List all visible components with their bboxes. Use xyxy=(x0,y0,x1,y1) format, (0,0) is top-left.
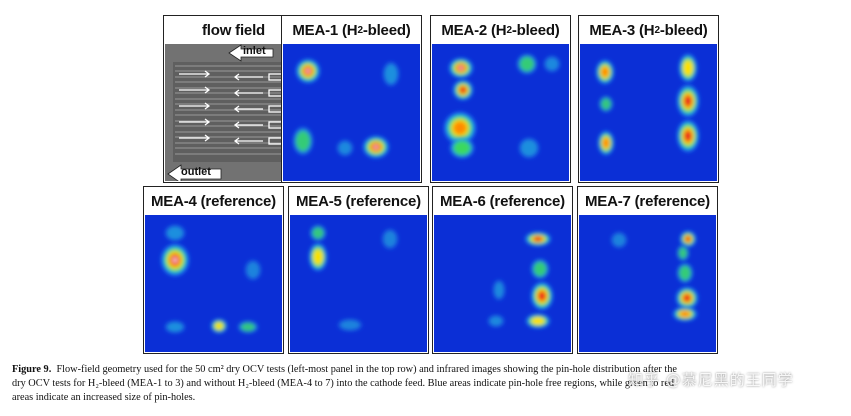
ir-heatmap xyxy=(145,215,282,352)
hot-spot xyxy=(165,225,185,241)
panel-title: MEA-6 (reference) xyxy=(440,192,565,210)
ir-heatmap xyxy=(432,44,569,181)
figure-caption: Figure 9. Flow-field geometry used for t… xyxy=(12,363,840,405)
hot-spot xyxy=(677,263,693,283)
ir-heatmap xyxy=(579,215,716,352)
panel-mea-3: MEA-3 (H 2 -bleed) xyxy=(578,15,719,183)
panel-title: MEA-5 (reference) xyxy=(296,192,421,210)
hot-spot xyxy=(382,229,398,249)
hot-spot xyxy=(310,225,326,241)
ir-heatmap xyxy=(580,44,717,181)
hot-spot xyxy=(611,232,627,248)
hot-spot xyxy=(531,259,549,279)
ir-heatmap xyxy=(434,215,571,352)
hot-spot xyxy=(165,321,185,333)
hot-spot xyxy=(526,314,550,328)
hot-spot xyxy=(293,127,313,155)
hot-spot xyxy=(598,131,614,155)
ir-image-mea-6 xyxy=(434,215,571,352)
outlet-label: outlet xyxy=(181,166,211,178)
hot-spot xyxy=(211,319,227,333)
caption-line-2: dry OCV tests for H₂-bleed (MEA-1 to 3) … xyxy=(12,378,675,389)
ir-heatmap xyxy=(290,215,427,352)
hot-spot xyxy=(338,319,362,331)
ir-background xyxy=(579,215,716,352)
hot-spot xyxy=(519,138,539,158)
hot-spot xyxy=(337,140,353,156)
hot-spot xyxy=(296,59,320,83)
hot-spot xyxy=(363,136,389,158)
hot-spot xyxy=(309,243,327,271)
inlet-label: inlet xyxy=(243,45,266,57)
hot-spot xyxy=(444,112,476,144)
panel-mea-1: MEA-1 (H 2 -bleed) xyxy=(281,15,422,183)
hot-spot xyxy=(450,138,474,158)
title-post: -bleed) xyxy=(659,21,708,39)
ir-image-mea-4 xyxy=(145,215,282,352)
flow-field-schematic: inlet outlet xyxy=(165,44,302,181)
panel-title: MEA-1 (H 2 -bleed) xyxy=(282,16,421,44)
ir-heatmap xyxy=(283,44,420,181)
hot-spot xyxy=(525,232,551,246)
flow-field-drawing xyxy=(165,44,302,181)
panel-mea-7: MEA-7 (reference) xyxy=(577,186,718,354)
panel-mea-2: MEA-2 (H 2 -bleed) xyxy=(430,15,571,183)
ir-image-mea-5 xyxy=(290,215,427,352)
caption-line-1: Figure 9. Flow-field geometry used for t… xyxy=(12,363,840,377)
hot-spot xyxy=(676,287,698,309)
ir-image-mea-7 xyxy=(579,215,716,352)
panel-mea-5: MEA-5 (reference) xyxy=(288,186,429,354)
hot-spot xyxy=(493,280,505,300)
hot-spot xyxy=(679,54,697,82)
hot-spot xyxy=(599,96,613,112)
caption-line-3: areas indicate an increased size of pin-… xyxy=(12,392,196,403)
hot-spot xyxy=(161,244,189,276)
hot-spot xyxy=(453,80,473,100)
hot-spot xyxy=(238,321,258,333)
caption-text-1: Flow-field geometry used for the 50 cm² … xyxy=(56,364,678,375)
title-sub: 2 xyxy=(654,24,660,36)
title-sub: 2 xyxy=(506,24,512,36)
hot-spot xyxy=(383,62,399,86)
inlet-arrow xyxy=(228,44,274,62)
ir-image-mea-1 xyxy=(283,44,420,181)
title-post: -bleed) xyxy=(511,21,560,39)
panel-title: MEA-7 (reference) xyxy=(585,192,710,210)
hot-spot xyxy=(677,85,699,117)
panel-mea-4: MEA-4 (reference) xyxy=(143,186,284,354)
hot-spot xyxy=(677,245,689,261)
title-sub: 2 xyxy=(357,24,363,36)
hot-spot xyxy=(517,54,537,74)
hot-spot xyxy=(245,260,261,280)
title-pre: MEA-3 (H xyxy=(589,21,655,39)
ir-image-mea-2 xyxy=(432,44,569,181)
ir-image-mea-3 xyxy=(580,44,717,181)
title-post: -bleed) xyxy=(362,21,411,39)
panel-title: flow field xyxy=(202,21,265,39)
title-pre: MEA-2 (H xyxy=(441,21,507,39)
title-pre: MEA-1 (H xyxy=(292,21,358,39)
panel-title: MEA-4 (reference) xyxy=(151,192,276,210)
hot-spot xyxy=(677,120,699,152)
panel-title: MEA-3 (H 2 -bleed) xyxy=(579,16,718,44)
hot-spot xyxy=(596,60,614,84)
outlet-arrow xyxy=(167,164,222,181)
caption-label: Figure 9. xyxy=(12,364,52,375)
panel-flow-field: flow field xyxy=(163,15,304,183)
panel-title: MEA-2 (H 2 -bleed) xyxy=(431,16,570,44)
panel-mea-6: MEA-6 (reference) xyxy=(432,186,573,354)
hot-spot xyxy=(449,58,473,78)
hot-spot xyxy=(488,315,504,327)
hot-spot xyxy=(680,231,696,247)
hot-spot xyxy=(544,56,560,72)
hot-spot xyxy=(673,307,697,321)
hot-spot xyxy=(531,282,553,310)
